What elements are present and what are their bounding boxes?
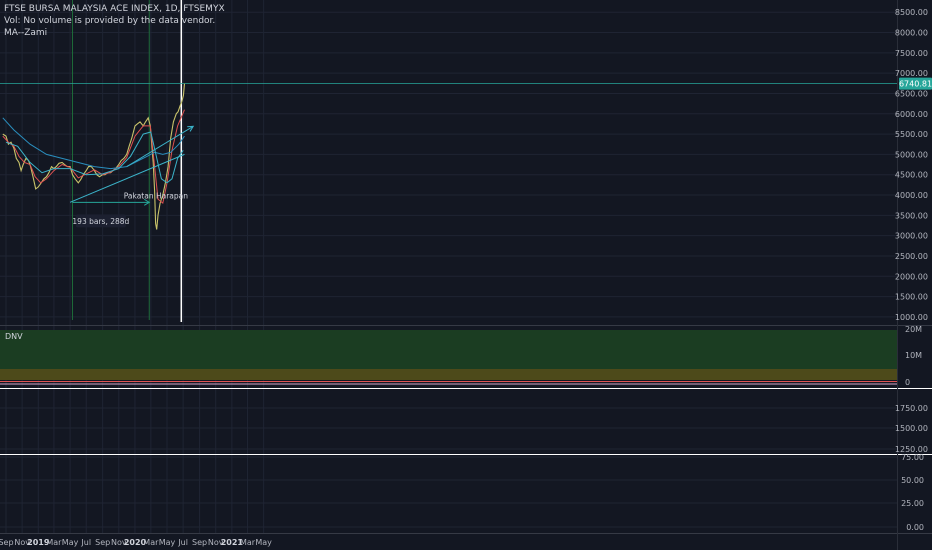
x-tick-label: Jul (80, 538, 91, 547)
bars-count-label: 193 bars, 288d (72, 217, 129, 226)
x-tick-label: Mar (46, 538, 62, 547)
series-ma-short (2, 109, 185, 205)
pane4-y-tick: 75.00 (901, 453, 924, 462)
x-tick-label: 2020 (124, 538, 147, 547)
dnv-band-upper (0, 330, 897, 369)
y-tick-label: 8500.00 (895, 8, 928, 17)
dnv-pane: DNV (0, 330, 897, 385)
y-tick-label: 4000.00 (895, 191, 928, 200)
y-axis-main[interactable]: 8500.00 8000.00 7500.00 7000.00 6500.00 6000.… (895, 8, 928, 322)
bars-count-box (75, 214, 126, 228)
dnv-y-tick: 0 (905, 378, 910, 387)
y-tick-label: 8000.00 (895, 29, 928, 38)
x-tick-label: 2021 (221, 538, 244, 547)
y-tick-label: 4500.00 (895, 171, 928, 180)
y-axis-pane4[interactable]: 75.00 50.00 25.00 0.00 (901, 453, 924, 532)
x-tick-label: Jul (177, 538, 188, 547)
x-tick-label: 2019 (27, 538, 50, 547)
price-tag (899, 77, 932, 90)
last-price-line: 6740.81 (0, 77, 932, 90)
dnv-y-tick: 10M (905, 351, 922, 360)
series-ma-mid (5, 131, 184, 184)
x-tick-label: Sep (192, 538, 207, 547)
series-layer (2, 83, 186, 230)
y-tick-label: 5000.00 (895, 150, 928, 159)
date-range-arrowhead (143, 198, 151, 206)
y-tick-label: 3500.00 (895, 211, 928, 220)
series-ma-long (2, 117, 185, 170)
y-tick-label: 6000.00 (895, 110, 928, 119)
series-price (2, 83, 186, 230)
date-range-label: Pakatan Harapan (124, 191, 189, 200)
price-tag-label: 6740.81 (899, 80, 932, 89)
y-tick-label: 3000.00 (895, 232, 928, 241)
x-tick-label: Sep (0, 538, 14, 547)
x-tick-label: May (159, 538, 176, 547)
y-tick-label: 7000.00 (895, 69, 928, 78)
y-tick-label: 1500.00 (895, 293, 928, 302)
y-tick-label: 2500.00 (895, 252, 928, 261)
y-tick-label: 2000.00 (895, 272, 928, 281)
y-tick-label: 7500.00 (895, 49, 928, 58)
x-tick-label: Nov (111, 538, 127, 547)
x-tick-label: May (255, 538, 272, 547)
pane3-y-tick: 1500.00 (895, 424, 928, 433)
x-tick-label: Nov (14, 538, 30, 547)
x-tick-label: Nov (208, 538, 224, 547)
dnv-pane-label: DNV (5, 332, 23, 341)
dnv-y-tick: 20M (905, 325, 922, 334)
x-tick-label: Mar (240, 538, 256, 547)
vertical-markers (71, 0, 183, 322)
pane3-y-tick: 1250.00 (895, 445, 928, 454)
trendline (126, 125, 194, 167)
annotations: Pakatan Harapan 193 bars, 288d (69, 125, 195, 228)
trendline-arrowhead (187, 125, 195, 132)
y-axis-pane3[interactable]: 1750.00 1500.00 1250.00 (895, 404, 928, 454)
volume-note: Vol: No volume is provided by the data v… (4, 16, 216, 26)
y-tick-label: 5500.00 (895, 130, 928, 139)
chart-title: FTSE BURSA MALAYSIA ACE INDEX, 1D, FTSEM… (4, 4, 225, 14)
trendline (69, 153, 185, 203)
y-tick-label: 1000.00 (895, 313, 928, 322)
x-tick-label: Sep (95, 538, 110, 547)
x-tick-label: May (62, 538, 79, 547)
pane4-y-tick: 50.00 (901, 476, 924, 485)
pane3-y-tick: 1750.00 (895, 404, 928, 413)
indicator-label: MA--Zami (4, 28, 48, 38)
pane4-y-tick: 0.00 (906, 523, 924, 532)
dnv-band-lower (0, 369, 897, 380)
pane4-y-tick: 25.00 (901, 499, 924, 508)
y-axis-dnv[interactable]: 20M 10M 0 (905, 325, 922, 387)
x-tick-label: Mar (143, 538, 159, 547)
grid (0, 0, 897, 533)
y-tick-label: 6500.00 (895, 89, 928, 98)
